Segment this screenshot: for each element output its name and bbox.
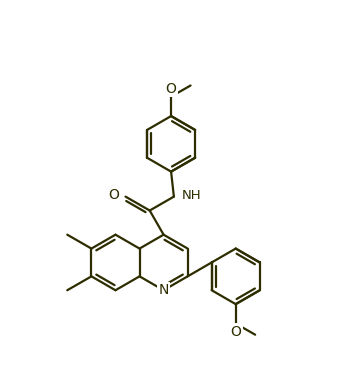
Text: NH: NH — [182, 189, 201, 202]
Text: O: O — [166, 82, 177, 96]
Text: N: N — [158, 283, 169, 297]
Text: O: O — [230, 324, 241, 339]
Text: O: O — [109, 188, 120, 202]
